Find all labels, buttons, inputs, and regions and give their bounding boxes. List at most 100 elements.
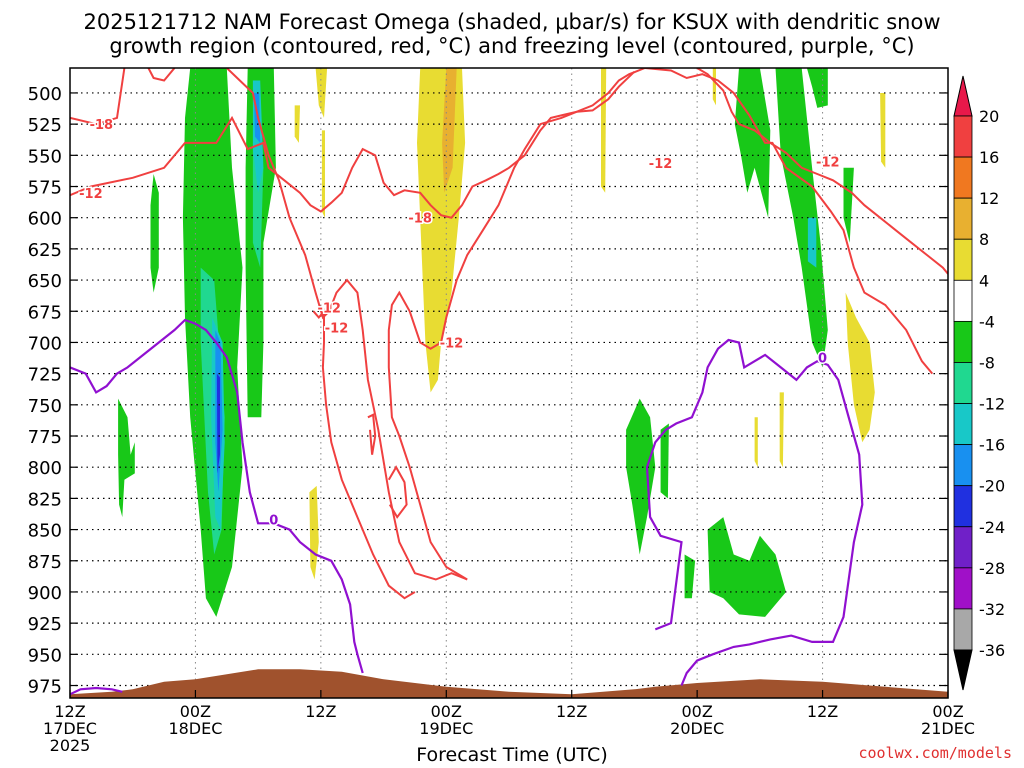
omega-region-29 (779, 392, 784, 468)
omega-region-4 (734, 68, 771, 218)
colorbar-seg-4 (953, 279, 973, 322)
dgz-label-6: -12 (440, 336, 464, 351)
terrain-fill (70, 669, 948, 698)
dgz-contour-2 (70, 68, 646, 219)
dgz-contour-7 (312, 308, 416, 600)
y-tick-label-925: 925 (28, 614, 62, 635)
omega-region-21 (315, 68, 328, 118)
omega-fills (118, 68, 886, 617)
colorbar-label-1: 16 (979, 148, 999, 167)
y-tick-label-900: 900 (28, 583, 62, 604)
y-tick-label-550: 550 (28, 146, 62, 167)
contour-labels: -18 -18 -12 -12 -12 -12 -12 -12 0 0 (78, 117, 841, 530)
colorbar-label-8: -16 (979, 436, 1005, 455)
x-tick-label-84-0: 00Z (932, 702, 963, 721)
x-tick-label-36-0: 00Z (431, 702, 462, 721)
omega-region-9 (660, 423, 669, 499)
x-tick-label-24-0: 12Z (305, 702, 336, 721)
x-tick-label-60-0: 00Z (681, 702, 712, 721)
x-tick-label-72-0: 12Z (807, 702, 838, 721)
colorbar-label-0: 20 (979, 107, 999, 126)
colorbar-seg-11 (953, 567, 973, 610)
colorbar-seg-7 (953, 403, 973, 446)
plot-frame (69, 67, 949, 699)
colorbar-label-12: -32 (979, 600, 1005, 619)
freezing-contour-0 (70, 318, 364, 674)
freezing-label-0: 0 (269, 514, 278, 529)
omega-region-16 (807, 217, 817, 268)
dgz-label-4: -12 (816, 156, 840, 171)
colorbar-label-13: -36 (979, 641, 1005, 660)
colorbar-label-2: 12 (979, 189, 999, 208)
colorbar-label-9: -20 (979, 477, 1005, 496)
credit-text: coolwx.com/models (858, 744, 1012, 762)
x-tick-label-60-1: 20DEC (670, 719, 724, 738)
dgz-label-3: -12 (649, 157, 673, 172)
colorbar-seg-9 (953, 485, 973, 528)
y-tick-label-825: 825 (28, 489, 62, 510)
dgz-contour-9 (387, 465, 408, 519)
x-tick-label-0-0: 12Z (54, 702, 85, 721)
y-tick-label-575: 575 (28, 178, 62, 199)
y-tick-label-875: 875 (28, 552, 62, 573)
x-tick-label-12-0: 00Z (180, 702, 211, 721)
grid-lines (70, 68, 948, 698)
y-tick-label-800: 800 (28, 458, 62, 479)
x-tick-label-12-1: 18DEC (168, 719, 222, 738)
omega-region-8 (626, 398, 656, 555)
colorbar-seg-10 (953, 526, 973, 569)
dgz-contour-1 (147, 68, 176, 82)
colorbar-top-triangle (953, 75, 973, 117)
omega-region-27 (880, 93, 886, 168)
colorbar-label-7: -12 (979, 395, 1005, 414)
y-tick-label-600: 600 (28, 209, 62, 230)
chart-title-line2: growth region (contoured, red, °C) and f… (109, 34, 915, 58)
omega-region-7 (843, 167, 854, 243)
dgz-label-1: -18 (408, 212, 432, 227)
omega-region-23 (321, 130, 325, 218)
colorbar-label-3: 8 (979, 230, 989, 249)
dgz-contour-8 (367, 413, 377, 455)
y-tick-label-700: 700 (28, 333, 62, 354)
x-axis-label: Forecast Time (UTC) (416, 744, 608, 766)
y-tick-label-675: 675 (28, 302, 62, 323)
y-tick-label-525: 525 (28, 115, 62, 136)
dgz-contour-0 (70, 68, 126, 126)
x-tick-label-48-0: 12Z (556, 702, 587, 721)
omega-region-10 (684, 554, 696, 599)
dgz-contour-3 (644, 68, 934, 375)
colorbar-seg-8 (953, 444, 973, 487)
y-tick-label-625: 625 (28, 240, 62, 261)
omega-region-3 (118, 398, 135, 518)
colorbar-label-5: -4 (979, 312, 995, 331)
dgz-label-5: -12 (325, 321, 349, 336)
colorbar-seg-3 (953, 238, 973, 281)
omega-region-30 (754, 417, 758, 468)
colorbar-seg-6 (953, 362, 973, 404)
omega-region-26 (712, 68, 716, 106)
y-tick-label-750: 750 (28, 396, 62, 417)
terrain (70, 669, 948, 698)
dgz-contour-6 (387, 70, 636, 581)
colorbar-seg-0 (953, 115, 973, 158)
dgz-contour-5 (226, 68, 468, 581)
y-tick-label-975: 975 (28, 677, 62, 698)
omega-region-25 (601, 68, 607, 193)
colorbar-label-11: -28 (979, 559, 1005, 578)
dgz-contour-4 (696, 68, 948, 275)
dgz-label-2: -12 (79, 187, 103, 202)
omega-region-31 (442, 68, 457, 193)
omega-region-19 (216, 373, 220, 474)
colorbar-seg-5 (953, 320, 973, 363)
chart-title-line1: 2025121712 NAM Forecast Omega (shaded, μ… (83, 10, 941, 34)
omega-region-11 (707, 517, 786, 617)
x-tick-label-0-2: 2025 (50, 736, 91, 755)
omega-region-2 (150, 174, 159, 293)
y-tick-label-650: 650 (28, 271, 62, 292)
omega-region-24 (309, 485, 319, 580)
y-tick-label-850: 850 (28, 521, 62, 542)
freezing-contour-2 (70, 686, 123, 696)
